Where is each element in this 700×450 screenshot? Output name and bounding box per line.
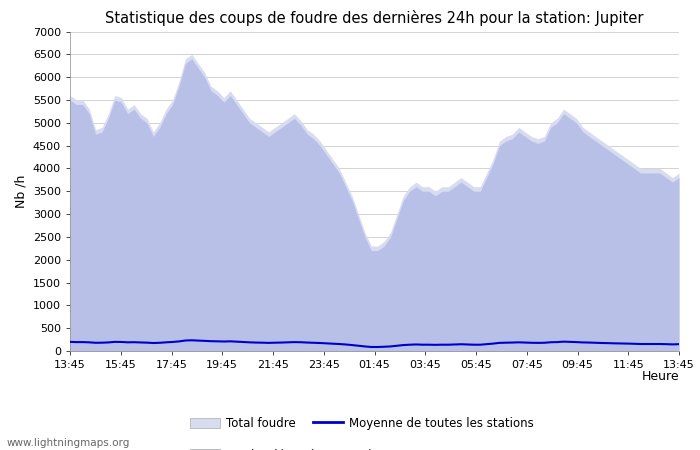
Legend: Foudre détectée par Jupiter: Foudre détectée par Jupiter xyxy=(186,444,393,450)
Text: www.lightningmaps.org: www.lightningmaps.org xyxy=(7,438,130,448)
Y-axis label: Nb /h: Nb /h xyxy=(14,175,27,208)
Text: Heure: Heure xyxy=(641,370,679,383)
Title: Statistique des coups de foudre des dernières 24h pour la station: Jupiter: Statistique des coups de foudre des dern… xyxy=(105,10,644,26)
